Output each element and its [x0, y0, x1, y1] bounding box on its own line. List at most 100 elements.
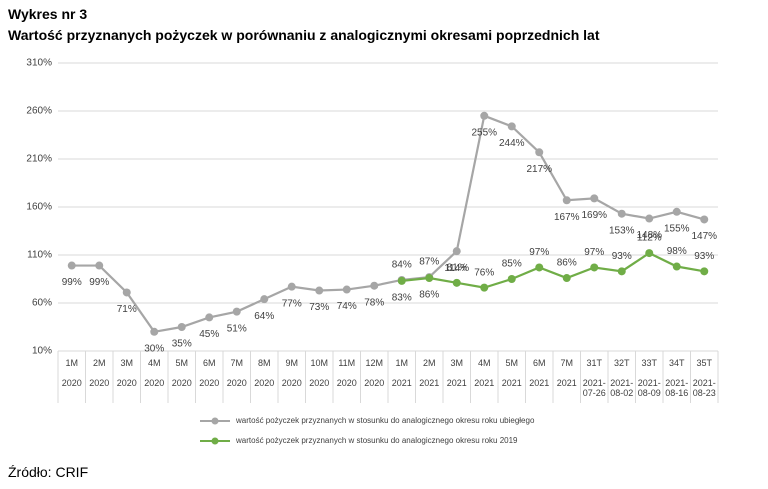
data-label: 78%: [364, 297, 384, 308]
x-tick-year: 2021: [419, 378, 440, 388]
y-tick-label: 260%: [26, 106, 52, 117]
x-tick-year: 2020: [336, 378, 357, 388]
x-tick-label: 3M: [120, 358, 133, 368]
data-label: 85%: [502, 259, 522, 270]
x-tick-year: 2021-08-02: [610, 378, 634, 398]
legend-label: wartość pożyczek przyznanych w stosunku …: [235, 416, 535, 425]
x-tick-label: 2M: [92, 358, 106, 368]
data-label: 45%: [199, 329, 219, 340]
data-label: 112%: [637, 233, 662, 244]
x-tick-label: 35T: [696, 358, 712, 368]
data-label: 83%: [392, 293, 412, 304]
x-tick-year: 2020: [144, 378, 165, 388]
point: [480, 111, 489, 120]
data-label: 71%: [117, 304, 137, 315]
point: [315, 286, 324, 295]
x-tick-year: 2021: [556, 378, 577, 388]
point: [590, 263, 599, 272]
point: [562, 196, 571, 205]
point: [645, 214, 654, 223]
x-tick-label: 5M: [505, 358, 518, 368]
data-label: 217%: [526, 164, 552, 175]
x-tick-label: 32T: [613, 358, 630, 368]
point: [480, 283, 489, 292]
point: [95, 261, 104, 270]
data-label: 99%: [62, 277, 82, 288]
x-tick-label: 1M: [65, 358, 78, 368]
point: [122, 288, 131, 297]
x-tick-year: 2020: [226, 378, 247, 388]
series-line: [401, 251, 705, 289]
x-tick-year: 2020: [281, 378, 302, 388]
point: [507, 122, 516, 131]
point: [700, 267, 709, 276]
data-label: 77%: [282, 298, 302, 309]
data-label: 114%: [444, 263, 469, 274]
point: [287, 282, 296, 291]
data-label: 255%: [471, 127, 497, 138]
point: [452, 247, 461, 256]
data-label: 81%: [447, 262, 467, 273]
x-tick-label: 4M: [477, 358, 491, 368]
data-label: 167%: [554, 212, 580, 223]
point: [672, 207, 681, 216]
series-line: [71, 114, 705, 334]
data-label: 76%: [474, 267, 494, 278]
x-tick-label: 8M: [257, 358, 271, 368]
y-tick-label: 60%: [32, 298, 52, 309]
point: [672, 262, 681, 271]
point: [232, 307, 241, 316]
point: [590, 194, 599, 203]
data-label: 86%: [557, 258, 577, 269]
x-tick-label: 4M: [147, 358, 161, 368]
y-tick-label: 310%: [26, 58, 52, 69]
data-label: 97%: [584, 247, 604, 258]
x-tick-label: 9M: [285, 358, 298, 368]
x-tick-label: 12M: [365, 358, 383, 368]
point: [452, 278, 461, 287]
data-label: 35%: [172, 339, 192, 350]
point: [617, 267, 626, 276]
data-label: 86%: [419, 290, 439, 301]
point: [370, 281, 379, 290]
data-label: 99%: [89, 277, 109, 288]
x-tick-year: 2020: [364, 378, 385, 388]
point: [425, 274, 434, 283]
data-label: 97%: [529, 247, 549, 258]
x-tick-label: 2M: [422, 358, 436, 368]
data-label: 93%: [612, 251, 632, 262]
data-label: 73%: [309, 302, 329, 313]
point: [260, 295, 269, 304]
y-tick-label: 160%: [26, 202, 52, 213]
x-tick-label: 7M: [230, 358, 243, 368]
x-tick-year: 2021: [391, 378, 412, 388]
data-label: 30%: [144, 343, 164, 354]
x-tick-label: 11M: [338, 358, 356, 368]
point: [342, 285, 351, 294]
x-tick-label: 1M: [395, 358, 408, 368]
point: [535, 148, 544, 157]
x-tick-year: 2020: [199, 378, 220, 388]
x-tick-label: 6M: [202, 358, 216, 368]
y-tick-label: 10%: [32, 346, 52, 357]
point: [562, 274, 571, 283]
x-tick-year: 2021: [501, 378, 522, 388]
data-label: 244%: [499, 138, 525, 149]
data-label: 87%: [419, 257, 439, 268]
x-tick-label: 6M: [532, 358, 546, 368]
data-label: 155%: [664, 223, 690, 234]
point: [645, 249, 654, 258]
data-label: 147%: [691, 231, 717, 242]
x-tick-year: 2021: [529, 378, 550, 388]
data-label: 93%: [694, 251, 714, 262]
x-tick-year: 2021-08-16: [665, 378, 689, 398]
data-label: 98%: [667, 246, 687, 257]
x-tick-year: 2020: [61, 378, 82, 388]
x-tick-label: 7M: [560, 358, 573, 368]
point: [177, 323, 186, 331]
source: Źródło: CRIF: [8, 464, 89, 480]
x-tick-label: 10M: [310, 358, 328, 368]
point: [150, 327, 159, 336]
